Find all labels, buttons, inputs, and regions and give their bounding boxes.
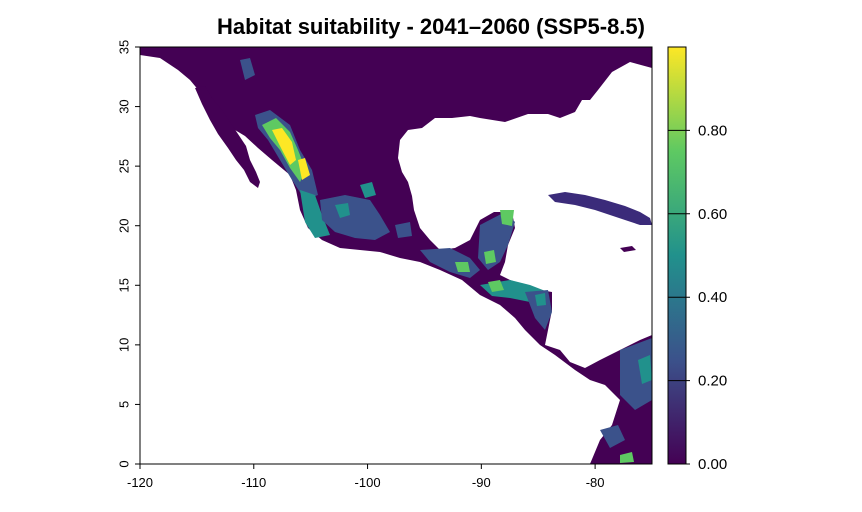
land-jamaica (620, 246, 636, 252)
colorbar-tick-label: 0.00 (698, 456, 727, 473)
x-tick-label: -110 (241, 475, 266, 490)
y-tick-label: 25 (116, 159, 131, 173)
y-tick-label: 35 (116, 40, 131, 54)
colorbar-axis: 0.00 0.20 0.40 0.60 0.80 (668, 122, 727, 473)
y-axis: 0 5 10 15 20 25 30 35 (116, 40, 140, 468)
map-raster (140, 47, 652, 464)
y-tick-label: 20 (116, 218, 131, 232)
x-tick-label: -100 (355, 475, 381, 490)
colorbar (667, 46, 687, 465)
x-axis: -120 -110 -100 -90 -80 (127, 464, 605, 490)
y-tick-label: 10 (116, 338, 131, 352)
land-baja-california (195, 86, 260, 188)
land-cuba (548, 192, 652, 225)
colorbar-tick-label: 0.60 (698, 206, 727, 223)
x-tick-label: -120 (127, 475, 153, 490)
colorbar-tick-label: 0.20 (698, 373, 727, 390)
y-tick-label: 0 (116, 460, 131, 467)
suitability-high-patches (240, 58, 652, 463)
x-tick-label: -80 (586, 475, 605, 490)
y-tick-label: 15 (116, 278, 131, 292)
colorbar-tick-label: 0.80 (698, 122, 727, 139)
colorbar-tick-label: 0.40 (698, 289, 727, 306)
y-tick-label: 30 (116, 99, 131, 113)
map-title: Habitat suitability - 2041–2060 (SSP5-8.… (217, 14, 645, 39)
land-north-america (140, 47, 652, 464)
plot-frame (139, 46, 653, 465)
x-tick-label: -90 (472, 475, 491, 490)
y-tick-label: 5 (116, 401, 131, 408)
